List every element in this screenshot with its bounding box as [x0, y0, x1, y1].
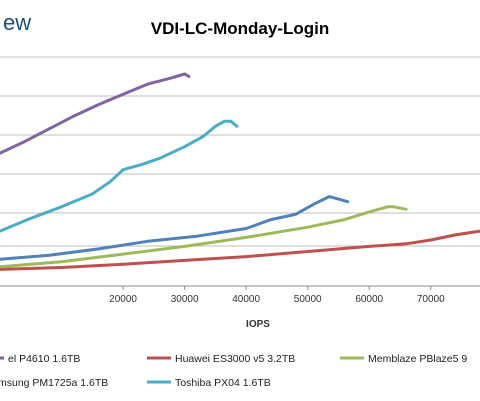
brand-logo-text: ew [3, 10, 31, 35]
legend-label: Huawei ES3000 v5 3.2TB [175, 353, 295, 365]
x-tick-label: 40000 [232, 294, 260, 305]
series-lines [0, 72, 480, 271]
legend-label: el P4610 1.6TB [8, 353, 80, 365]
series-line-0 [0, 72, 191, 155]
x-axis-label: IOPS [246, 319, 270, 330]
series-line-1 [0, 229, 480, 271]
x-tick-label: 60000 [355, 294, 383, 305]
x-tick-labels: 20000 30000 40000 50000 60000 70000 [109, 286, 445, 305]
series-line-2 [0, 205, 408, 269]
gridlines [0, 56, 480, 247]
chart-title: VDI-LC-Monday-Login [151, 19, 329, 38]
legend: el P4610 1.6TB Huawei ES3000 v5 3.2TB Memb… [0, 353, 467, 389]
x-tick-label: 20000 [109, 294, 137, 305]
legend-label: msung PM1725a 1.6TB [0, 377, 108, 389]
x-tick-label: 30000 [171, 294, 199, 305]
legend-label: Toshiba PX04 1.6TB [175, 377, 271, 389]
series-line-3 [0, 195, 350, 261]
x-tick-label: 50000 [294, 294, 322, 305]
x-tick-label: 70000 [417, 294, 445, 305]
series-line-4 [0, 119, 239, 233]
legend-label: Memblaze PBlaze5 9 [368, 353, 467, 365]
